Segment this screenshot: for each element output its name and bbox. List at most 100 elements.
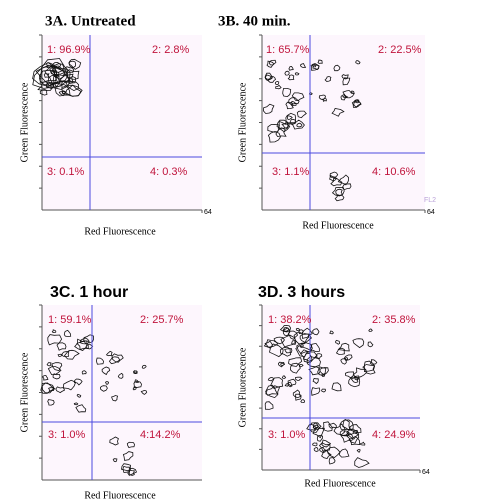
contour-line (273, 336, 285, 345)
contour-line (313, 447, 319, 452)
panel-title: 3A. Untreated (45, 13, 136, 29)
contour-line (56, 342, 67, 351)
axis-tag: FL2 (424, 197, 436, 204)
contour-line (287, 330, 298, 340)
contour-line (312, 442, 318, 447)
contour-line (329, 174, 338, 182)
contour-line (289, 118, 296, 125)
x-axis-label: Red Fluorescence (84, 490, 156, 500)
contour-line (319, 446, 326, 454)
x-tick-label: 64 (427, 209, 435, 216)
contour-line (117, 372, 124, 379)
contour-line (317, 59, 323, 64)
panel-title: 3B. 40 min. (218, 13, 291, 29)
contour-line (287, 381, 293, 388)
quadrant-label: 1: 38.2% (268, 314, 312, 326)
contour-line (344, 371, 355, 379)
contour-line (329, 330, 334, 335)
quadrant-label: 4:14.2% (140, 429, 181, 441)
contour-line (288, 97, 300, 106)
contour-line (41, 374, 49, 381)
contour-line (331, 382, 342, 392)
contour-line (355, 60, 361, 65)
contour-line (288, 357, 303, 367)
contour-line (279, 346, 292, 357)
contour-line (47, 334, 63, 346)
contour-line (331, 108, 345, 117)
contour-line (39, 88, 48, 96)
contour-line (285, 112, 297, 125)
x-tick-label: 64 (204, 209, 212, 216)
contour-line (306, 424, 317, 431)
contour-line (349, 424, 362, 433)
contour-line (351, 99, 362, 108)
quadrant-label: 1: 96.9% (47, 44, 91, 56)
contour-line (126, 441, 135, 448)
contour-line (134, 379, 139, 383)
contour-line (321, 388, 327, 393)
contour-line (299, 333, 310, 343)
contour-line (73, 378, 83, 386)
quadrant-label: 2: 35.8% (372, 314, 416, 326)
contour-line (310, 63, 320, 71)
contour-line (50, 69, 60, 76)
contour-line (321, 439, 332, 448)
contour-line (331, 186, 345, 197)
quadrant-label: 3: 0.1% (47, 166, 85, 178)
contour-line (290, 100, 297, 107)
contour-line (328, 422, 337, 429)
contour-line (367, 341, 374, 348)
contour-line (290, 119, 305, 130)
contour-line (312, 422, 322, 430)
contour-line (265, 385, 281, 399)
contour-line (63, 349, 80, 360)
contour-line (281, 121, 290, 129)
contour-line (76, 340, 89, 351)
contour-line (76, 393, 82, 398)
x-tick-label: 64 (422, 469, 430, 476)
contour-line (54, 83, 71, 97)
plot-area (262, 35, 425, 210)
contour-line (61, 84, 83, 97)
contour-line (100, 385, 108, 392)
contour-line (328, 457, 336, 465)
contour-line (57, 353, 63, 358)
quadrant-label: 4: 0.3% (150, 166, 188, 178)
quadrant-label: 3: 1.0% (268, 429, 306, 441)
contour-line (105, 350, 113, 357)
contour-line (122, 451, 134, 461)
contour-line (269, 343, 284, 358)
plot-area (42, 305, 202, 480)
contour-line (267, 130, 281, 143)
contour-line (301, 327, 313, 339)
contour-line (264, 74, 274, 81)
contour-line (296, 122, 303, 128)
contour-line (141, 364, 147, 369)
contour-line (266, 60, 275, 68)
contour-line (311, 387, 321, 396)
contour-line (292, 389, 301, 399)
contour-line (324, 76, 332, 82)
contour-line (352, 367, 367, 379)
contour-line (341, 74, 349, 80)
contour-line (296, 110, 307, 119)
contour-line (298, 364, 304, 368)
contour-line (51, 329, 57, 334)
contour-line (320, 373, 326, 377)
contour-line (309, 342, 320, 353)
contour-line (285, 101, 294, 110)
contour-line (51, 362, 63, 372)
contour-line (284, 70, 290, 76)
x-axis-label: Red Fluorescence (84, 226, 156, 237)
contour-line (295, 327, 301, 332)
contour-line (74, 338, 88, 351)
contour-line (101, 366, 111, 376)
contour-line (341, 183, 352, 191)
contour-line (279, 324, 292, 333)
contour-line (109, 436, 119, 446)
contour-line (275, 127, 287, 138)
quadrant-label: 1: 59.1% (48, 314, 92, 326)
contour-line (281, 375, 287, 379)
contour-line (55, 386, 66, 394)
